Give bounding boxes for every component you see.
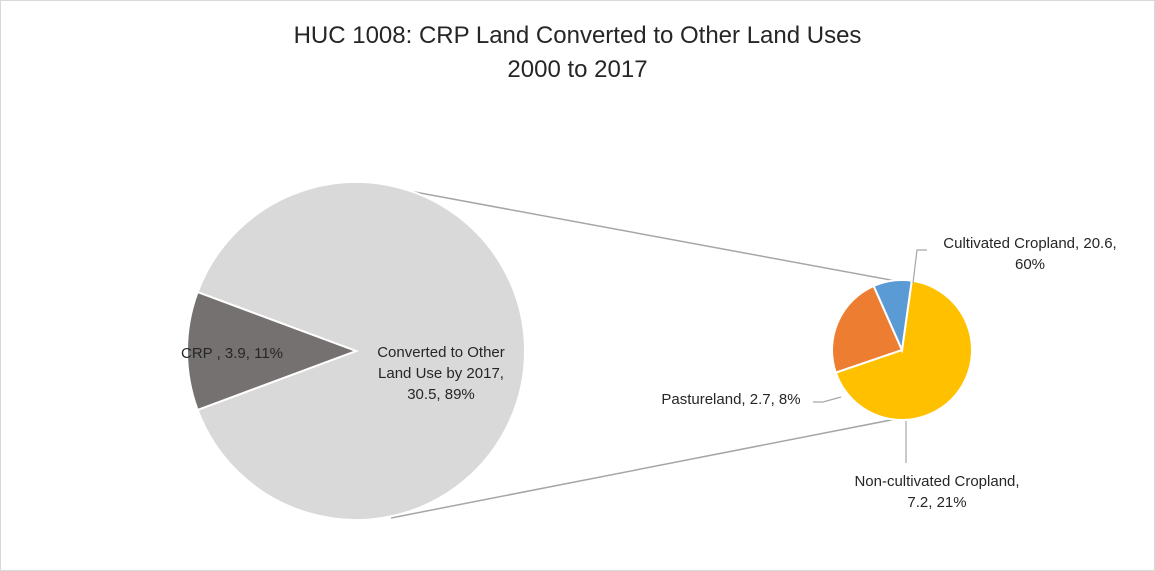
- chart-title: HUC 1008: CRP Land Converted to Other La…: [293, 22, 862, 49]
- slice-noncultivated: [831, 284, 904, 374]
- data-label-converted: Converted to Other Land Use by 2017, 30.5,…: [377, 344, 505, 403]
- chart-title-block: HUC 1008: CRP Land Converted to Other La…: [1, 19, 1154, 87]
- leader-line-pasture: [813, 396, 842, 403]
- slice-converted: [196, 181, 526, 521]
- slice-pasture: [872, 279, 913, 354]
- slice-cultivated: [834, 279, 973, 421]
- chart-subtitle: 2000 to 2017: [507, 56, 648, 83]
- data-label-noncultivated: Non-cultivated Cropland, 7.2, 21%: [854, 473, 1019, 511]
- connector-line-top: [365, 182, 897, 282]
- leader-line-cultivated: [912, 249, 927, 284]
- data-label-cultivated: Cultivated Cropland, 20.6, 60%: [943, 235, 1116, 273]
- slice-crp: [186, 290, 359, 412]
- connector-line-bottom: [390, 418, 897, 519]
- data-label-crp: CRP , 3.9, 11%: [181, 345, 283, 362]
- data-label-pasture: Pastureland, 2.7, 8%: [661, 391, 800, 408]
